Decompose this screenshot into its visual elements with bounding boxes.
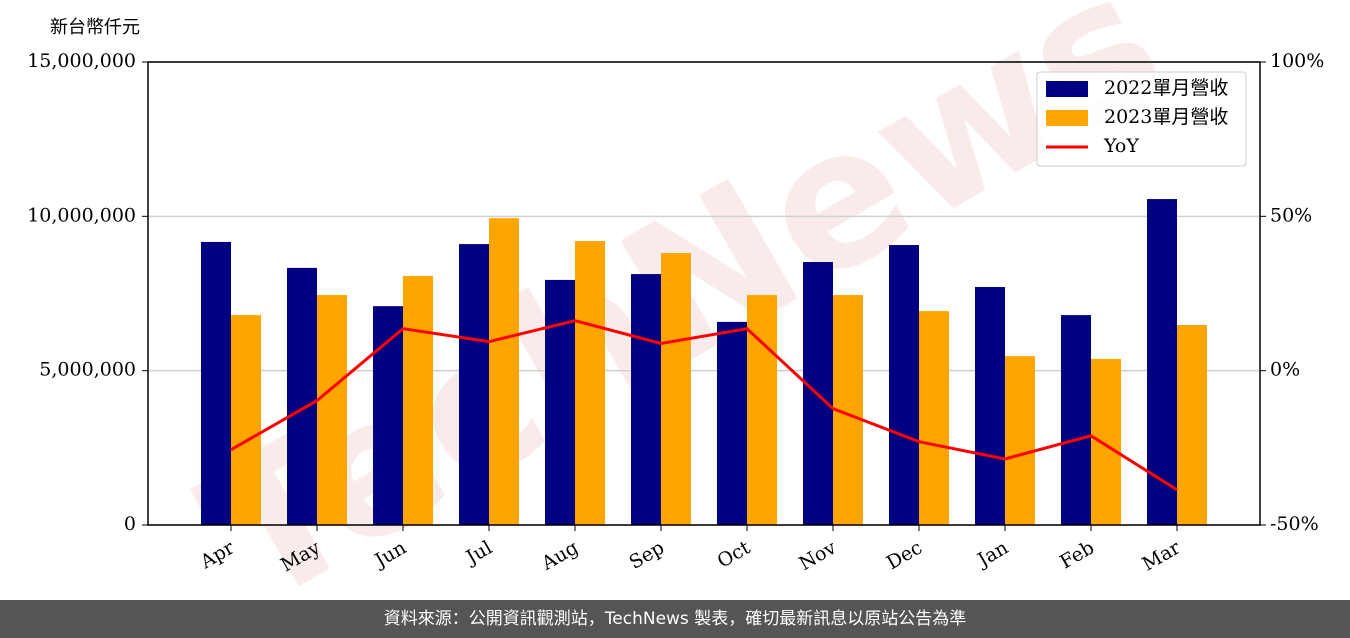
y-tick-label: 15,000,000 xyxy=(27,50,136,72)
bar xyxy=(489,218,519,525)
bar xyxy=(317,295,347,525)
bar xyxy=(1061,315,1091,525)
bar xyxy=(287,267,317,525)
bar xyxy=(1147,199,1177,525)
y2-tick-label: 100% xyxy=(1270,50,1324,72)
y2-tick-label: -50% xyxy=(1270,513,1319,535)
legend-label: YoY xyxy=(1103,135,1139,157)
bar xyxy=(1005,356,1035,525)
bar xyxy=(975,287,1005,525)
x-tick-label: Mar xyxy=(1138,536,1184,575)
bar xyxy=(661,253,691,525)
plot-frame xyxy=(147,61,1261,526)
legend-swatch xyxy=(1046,81,1088,97)
bar xyxy=(575,241,605,525)
bar xyxy=(919,311,949,525)
bar xyxy=(1091,358,1121,525)
bar xyxy=(403,275,433,525)
bar xyxy=(545,279,575,525)
legend-box xyxy=(1036,71,1247,167)
bar xyxy=(373,306,403,525)
x-tick-label: Sep xyxy=(625,537,668,574)
legend-label: 2022單月營收 xyxy=(1104,77,1228,99)
x-tick-label: Aug xyxy=(537,537,582,576)
bar xyxy=(201,241,231,525)
legend-swatch xyxy=(1046,110,1088,126)
bar xyxy=(717,321,747,525)
x-tick-label: Dec xyxy=(883,537,926,575)
y-tick-label: 0 xyxy=(124,513,136,535)
y-tick-label: 10,000,000 xyxy=(27,204,136,226)
line xyxy=(230,319,1178,492)
x-tick-label: Jan xyxy=(972,537,1012,573)
footer: 資料來源：公開資訊觀測站，TechNews 製表，確切最新訊息以原站公告為準 xyxy=(0,600,1350,638)
x-tick-label: Oct xyxy=(714,536,755,572)
bar xyxy=(459,244,489,525)
bar xyxy=(889,245,919,525)
y-tick-label: 5,000,000 xyxy=(39,359,136,381)
bar xyxy=(631,274,661,525)
y2-tick-label: 0% xyxy=(1270,359,1300,381)
bar xyxy=(747,295,777,525)
legend-label: 2023單月營收 xyxy=(1104,106,1228,128)
y-axis-label: 新台幣仟元 xyxy=(50,17,140,38)
chart: 新台幣仟元 TechNews 05,000,00010,000,00015,00… xyxy=(27,0,1324,600)
bar xyxy=(231,315,261,525)
x-tick-label: Feb xyxy=(1056,537,1098,574)
y2-tick-label: 50% xyxy=(1270,204,1312,226)
x-tick-label: Nov xyxy=(795,536,840,575)
bar xyxy=(1177,324,1207,525)
